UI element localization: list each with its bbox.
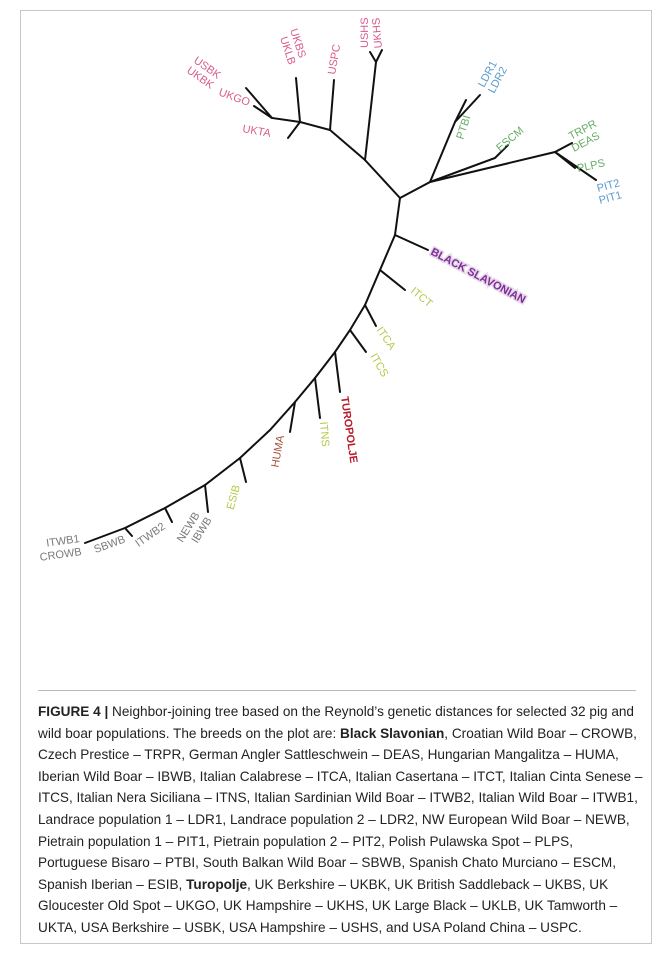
leaf-label: ITCT [408, 285, 435, 310]
branch [429, 144, 509, 183]
branch [124, 527, 133, 537]
branch [328, 79, 366, 161]
caption-text: Turopolje [186, 876, 248, 892]
branch [454, 94, 481, 123]
branch [394, 234, 429, 251]
labels: USHS UKHS USPC UKBS UKLB USBK UKBK UKGO … [39, 17, 623, 564]
caption-text: Neighbor-joining tree based on the Reyno… [38, 704, 634, 741]
branch [239, 457, 247, 483]
leaf-label: PIT2 [596, 177, 622, 195]
leaf-label: PLPS [576, 157, 606, 175]
branch [245, 87, 301, 123]
caption-text: , Croatian Wild Boar – CROWB, Czech Pres… [38, 725, 643, 892]
leaf-label: ESIB [225, 484, 243, 511]
leaf-label: TUROPOLJE [338, 396, 359, 464]
branch [314, 377, 321, 419]
branch [399, 99, 467, 199]
caption-text: , UK Berkshire – UKBK, UK British Saddle… [38, 876, 618, 935]
caption-label: FIGURE 4 | [38, 704, 109, 719]
branch [349, 329, 367, 353]
branch [164, 507, 173, 523]
branch [375, 49, 383, 63]
leaf-label: ITWB1 [45, 533, 80, 550]
leaf-label: ESCM [494, 125, 526, 155]
leaf-label: USPC [326, 43, 343, 75]
branch [554, 151, 597, 181]
branch [369, 51, 377, 63]
tree: USHS UKHS USPC UKBS UKLB USBK UKBK UKGO … [39, 17, 623, 564]
leaf-label: CROWB [39, 546, 82, 564]
leaf-label: ITCS [367, 352, 390, 380]
branch [84, 197, 401, 544]
leaf-label: ITCA [374, 325, 399, 353]
branch [295, 77, 331, 131]
branch [289, 401, 296, 433]
branch [287, 121, 301, 139]
branches [84, 49, 597, 544]
leaf-label: HUMA [270, 434, 288, 469]
figure-frame [20, 10, 652, 944]
branch [253, 105, 273, 119]
leaf-label: ITWB2 [133, 521, 167, 550]
branch [334, 351, 341, 393]
leaf-label: UKTA [241, 123, 272, 140]
leaf-label: BLACK SLAVONIAN [429, 246, 528, 306]
separator [38, 690, 636, 691]
leaf-label: ITNS [317, 421, 331, 447]
branch [204, 484, 209, 513]
leaf-label: PIT1 [598, 189, 624, 207]
branch [364, 304, 377, 327]
caption-text: Black Slavonian [340, 725, 445, 741]
leaf-label: UKHS [370, 17, 385, 48]
leaf-label: USHS [359, 17, 371, 48]
leaf-label: SBWB [92, 534, 127, 556]
branch [379, 269, 406, 291]
figure-caption: FIGURE 4 | Neighbor-joining tree based o… [38, 701, 644, 939]
branch [363, 61, 401, 199]
